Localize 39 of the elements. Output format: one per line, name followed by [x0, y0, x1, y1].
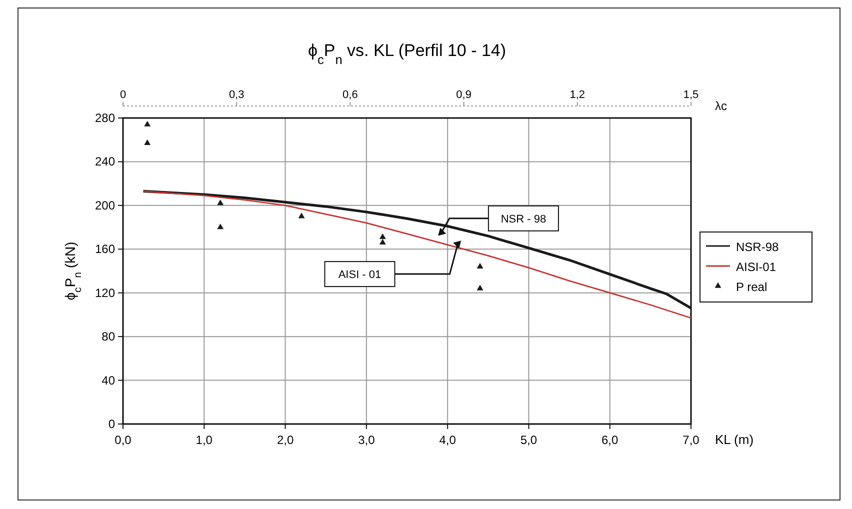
- annotation: AISI - 01: [338, 269, 382, 282]
- y-tick-label: 160: [94, 242, 116, 256]
- y-tick-label: 200: [94, 198, 116, 212]
- point: [476, 262, 484, 268]
- x-tick-label: 7,0: [682, 433, 700, 447]
- chart-title: ϕ$_{c}$P$_{n}$ vs. KL (Perfil 10 - 14): [308, 41, 506, 66]
- point: [476, 284, 484, 290]
- x2-tick-label: 1,5: [683, 89, 699, 101]
- legend-label: P real: [736, 280, 768, 294]
- y-tick-label: 280: [94, 111, 116, 125]
- x2-tick-label: 1,2: [570, 89, 586, 101]
- point: [217, 224, 224, 230]
- point: [379, 238, 386, 244]
- annotation: NSR - 98: [500, 213, 546, 226]
- point: [144, 139, 151, 145]
- y-tick-label: 80: [102, 330, 116, 344]
- point: [298, 212, 305, 218]
- point: [144, 120, 151, 126]
- x2-tick-label: 0: [120, 89, 126, 101]
- x-tick-label: 1,0: [196, 433, 213, 447]
- point: [217, 200, 224, 206]
- x2-tick-label: 0,9: [456, 89, 472, 101]
- point: [379, 233, 386, 239]
- x2-axis-title: λc: [715, 99, 727, 113]
- x-tick-label: 6,0: [602, 433, 619, 447]
- x-tick-label: 3,0: [358, 433, 376, 447]
- x-tick-label: 5,0: [520, 433, 538, 447]
- x-tick-label: 0,0: [114, 433, 132, 447]
- x-axis-title: KL (m): [715, 432, 754, 447]
- y-tick-label: 120: [94, 286, 116, 300]
- legend-label: AISI-01: [736, 260, 776, 274]
- y-tick-label: 0: [108, 417, 116, 431]
- x2-tick-label: 0,3: [228, 89, 244, 101]
- x-tick-label: 2,0: [276, 433, 294, 447]
- legend-label: NSR-98: [736, 240, 780, 254]
- y-tick-label: 40: [102, 373, 116, 388]
- y-tick-label: 240: [94, 154, 116, 169]
- x2-tick-label: 0,6: [342, 89, 358, 101]
- x-tick-label: 4,0: [439, 433, 456, 447]
